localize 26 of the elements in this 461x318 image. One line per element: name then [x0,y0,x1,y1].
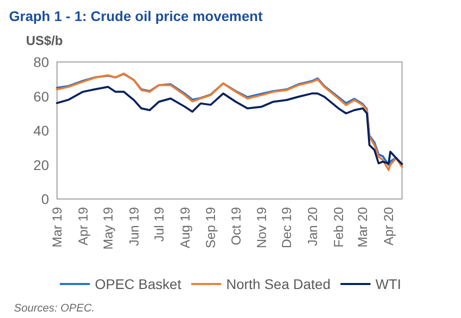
x-tick-label: Jan 20 [305,207,320,246]
x-tick-label: Apr 19 [75,207,90,246]
legend-label: OPEC Basket [94,276,182,292]
x-tick-label: Sep 19 [203,207,218,248]
x-tick-label: Jun 19 [126,207,142,246]
x-tick-label: Dec 19 [279,207,294,248]
legend-label: North Sea Dated [226,276,331,292]
x-tick-label: Nov 19 [254,207,270,248]
y-tick-label: 60 [33,88,50,104]
y-tick-label: 0 [41,191,50,207]
source-note: Sources: OPEC. [14,302,95,314]
y-axis-title: US$/b [26,33,63,48]
x-tick-label: Mar 20 [355,207,370,248]
x-tick-label: Oct 19 [228,207,244,246]
y-tick-label: 80 [33,54,50,70]
y-tick-label: 40 [33,122,50,138]
x-tick-label: May 19 [100,207,116,250]
x-tick-label: Feb 20 [331,207,346,248]
x-tick-label: Apr 20 [381,207,396,246]
legend-label: WTI [375,276,402,292]
x-tick-label: Mar 19 [50,207,64,248]
x-tick-label: Aug 19 [177,207,192,248]
chart-title: Graph 1 - 1: Crude oil price movement [9,8,263,24]
line-series [56,86,403,166]
x-tick-label: Jul 19 [151,207,166,242]
y-tick-label: 20 [33,156,50,173]
